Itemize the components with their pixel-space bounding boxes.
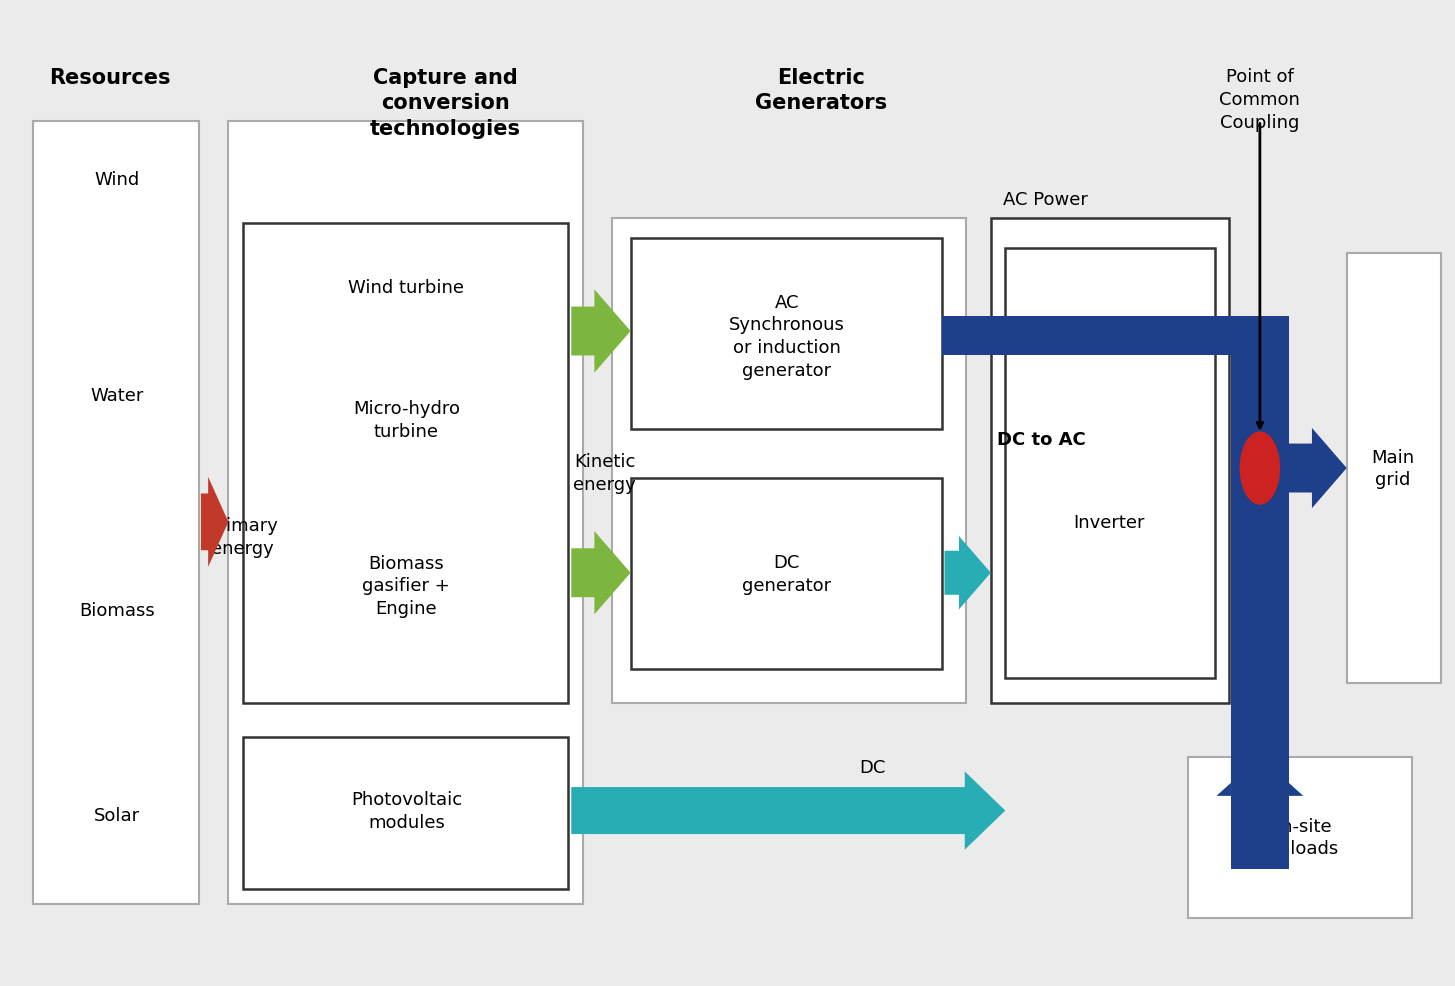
Text: On-site
AC loads: On-site AC loads: [1260, 816, 1339, 858]
Text: Solar: Solar: [95, 807, 140, 824]
Text: Power: Power: [845, 802, 899, 819]
Text: Water: Water: [90, 387, 144, 404]
FancyArrow shape: [201, 477, 228, 567]
Bar: [1231, 317, 1289, 870]
Bar: [941, 317, 1289, 356]
FancyArrow shape: [1260, 429, 1347, 509]
Bar: [630, 478, 941, 669]
Text: Electric
Generators: Electric Generators: [755, 68, 888, 113]
Bar: [33, 121, 199, 903]
Text: Biomass: Biomass: [79, 601, 154, 619]
Bar: [1187, 757, 1411, 918]
Bar: [991, 219, 1229, 703]
Bar: [243, 224, 569, 703]
Text: Primary
energy: Primary energy: [208, 517, 278, 557]
Text: Wind turbine: Wind turbine: [348, 279, 464, 297]
Text: Biomass
gasifier +
Engine: Biomass gasifier + Engine: [362, 554, 450, 618]
Bar: [243, 738, 569, 889]
Text: DC: DC: [858, 758, 885, 776]
FancyArrow shape: [572, 531, 630, 614]
Text: DC
generator: DC generator: [742, 554, 831, 595]
Bar: [1347, 253, 1440, 683]
Text: AC
Synchronous
or induction
generator: AC Synchronous or induction generator: [729, 293, 845, 380]
Text: Inverter: Inverter: [1074, 514, 1145, 531]
Text: Main
grid: Main grid: [1372, 448, 1414, 489]
Bar: [630, 239, 941, 430]
Text: Wind: Wind: [95, 172, 140, 189]
FancyArrow shape: [572, 290, 630, 374]
Bar: [1005, 248, 1215, 678]
Ellipse shape: [1240, 432, 1280, 505]
Text: Photovoltaic
modules: Photovoltaic modules: [351, 791, 461, 831]
Text: Micro-hydro
turbine: Micro-hydro turbine: [354, 399, 460, 440]
Text: DC to AC: DC to AC: [997, 430, 1085, 449]
Text: Kinetic
energy: Kinetic energy: [573, 453, 636, 494]
FancyArrow shape: [572, 772, 1005, 850]
Bar: [228, 121, 583, 903]
Text: AC Power: AC Power: [1004, 190, 1088, 209]
Text: Resources: Resources: [49, 68, 170, 88]
FancyArrow shape: [1216, 757, 1304, 796]
Bar: [611, 219, 966, 703]
Text: Point of
Common
Coupling: Point of Common Coupling: [1219, 68, 1301, 131]
FancyArrow shape: [944, 536, 991, 609]
Text: Capture and
conversion
technologies: Capture and conversion technologies: [370, 68, 521, 139]
